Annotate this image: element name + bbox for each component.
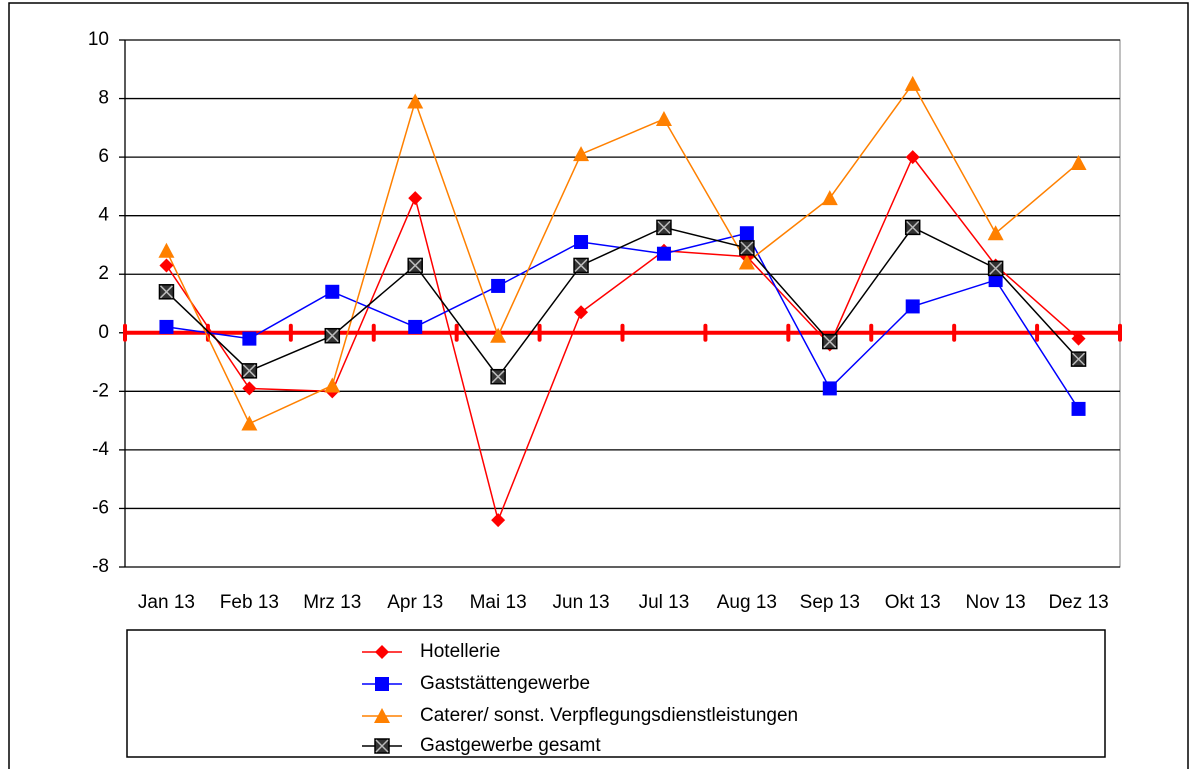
- point-marker: [656, 246, 671, 261]
- series-line: [166, 232, 1080, 410]
- point-marker: [1070, 154, 1087, 170]
- y-tick-label: 10: [88, 29, 109, 50]
- point-marker: [822, 381, 837, 396]
- legend-label: Caterer/ sonst. Verpflegungsdienstleistu…: [420, 705, 798, 726]
- x-tick-label: Jun 13: [553, 592, 610, 613]
- point-marker: [407, 257, 423, 274]
- point-marker: [491, 513, 506, 528]
- y-tick-label: 0: [98, 322, 109, 343]
- point-marker: [242, 381, 257, 396]
- point-marker: [739, 240, 755, 256]
- point-marker: [574, 305, 589, 320]
- point-marker: [987, 260, 1004, 277]
- point-marker: [324, 377, 341, 393]
- legend-marker: [375, 677, 389, 691]
- y-tick-label: 8: [98, 88, 109, 109]
- point-marker: [656, 219, 672, 236]
- x-tick-label: Dez 13: [1048, 592, 1108, 613]
- point-marker: [905, 299, 920, 314]
- point-marker: [573, 146, 590, 162]
- legend-marker: [374, 738, 390, 754]
- x-tick-label: Nov 13: [966, 592, 1026, 613]
- point-marker: [490, 327, 507, 343]
- series-line: [165, 82, 1080, 425]
- x-tick-label: Jul 13: [639, 592, 690, 613]
- point-marker: [491, 278, 506, 293]
- x-tick-label: Sep 13: [800, 592, 860, 613]
- point-marker: [655, 111, 672, 127]
- point-marker: [738, 254, 755, 270]
- point-marker: [158, 284, 175, 300]
- legend-label: Gastgewerbe gesamt: [420, 735, 601, 756]
- x-tick-label: Jan 13: [138, 592, 195, 613]
- point-marker: [324, 327, 341, 344]
- y-tick-label: -6: [92, 497, 109, 518]
- point-marker: [904, 219, 921, 236]
- x-tick-label: Okt 13: [885, 592, 941, 613]
- point-marker: [739, 226, 754, 241]
- point-marker: [904, 75, 921, 91]
- point-marker: [1071, 401, 1086, 416]
- point-marker: [242, 331, 257, 346]
- legend-marker: [374, 708, 390, 723]
- y-tick-label: 2: [98, 263, 109, 284]
- point-marker: [988, 273, 1003, 288]
- point-marker: [821, 190, 838, 206]
- x-tick-label: Mrz 13: [303, 592, 361, 613]
- point-marker: [408, 319, 423, 334]
- point-marker: [407, 93, 424, 109]
- point-marker: [1071, 331, 1086, 346]
- point-marker: [325, 284, 340, 299]
- series-line: [165, 226, 1080, 378]
- point-marker: [1070, 351, 1087, 367]
- point-marker: [158, 242, 175, 258]
- point-marker: [987, 225, 1004, 241]
- y-tick-label: 6: [98, 146, 109, 167]
- x-tick-label: Apr 13: [387, 592, 443, 613]
- legend-marker: [375, 645, 389, 659]
- x-tick-label: Feb 13: [220, 592, 279, 613]
- legend-label: Hotellerie: [420, 641, 500, 662]
- y-tick-label: -8: [92, 556, 109, 577]
- x-tick-label: Aug 13: [717, 592, 777, 613]
- y-tick-label: 4: [98, 205, 109, 226]
- point-marker: [573, 257, 589, 274]
- legend-box: [126, 629, 1106, 758]
- point-marker: [822, 333, 838, 350]
- y-tick-label: -2: [92, 380, 109, 401]
- point-marker: [159, 319, 174, 334]
- point-marker: [241, 363, 258, 379]
- legend-label: Gaststättengewerbe: [420, 673, 590, 694]
- point-marker: [159, 258, 174, 273]
- point-marker: [905, 150, 920, 165]
- point-marker: [574, 235, 589, 250]
- point-marker: [490, 368, 506, 385]
- point-marker: [241, 415, 258, 431]
- y-tick-label: -4: [92, 439, 109, 460]
- x-tick-label: Mai 13: [470, 592, 527, 613]
- series-line: [165, 155, 1080, 523]
- point-marker: [408, 191, 423, 206]
